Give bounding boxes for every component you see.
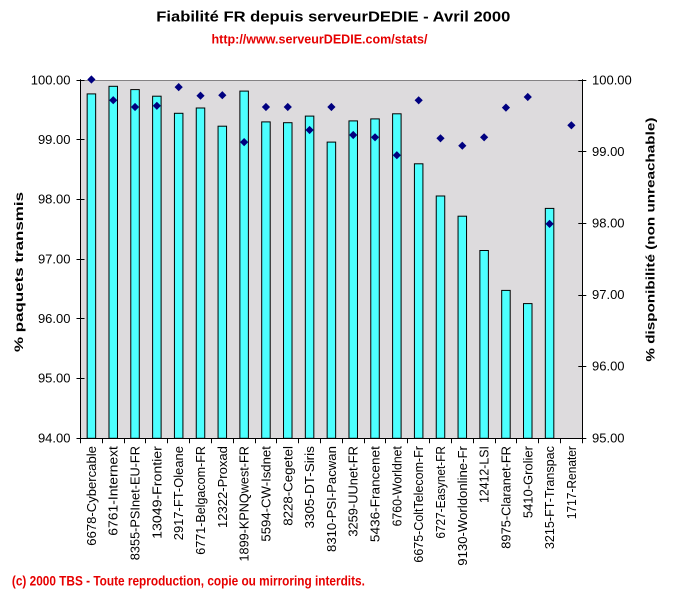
svg-text:95.00: 95.00 bbox=[592, 430, 625, 445]
svg-text:6727-Easynet-FR: 6727-Easynet-FR bbox=[433, 446, 448, 538]
svg-text:12322-Proxad: 12322-Proxad bbox=[215, 446, 230, 528]
svg-text:13049-Frontier: 13049-Frontier bbox=[149, 445, 164, 539]
svg-text:100.00: 100.00 bbox=[592, 72, 632, 87]
svg-text:96.00: 96.00 bbox=[38, 311, 71, 326]
svg-text:% paquets transmis: % paquets transmis bbox=[12, 192, 26, 352]
svg-text:6760-Worldnet: 6760-Worldnet bbox=[389, 446, 404, 527]
svg-text:5410-Grolier: 5410-Grolier bbox=[520, 445, 535, 518]
svg-text:1899-KPNQwest-FR: 1899-KPNQwest-FR bbox=[237, 446, 252, 561]
svg-text:12412-LSI: 12412-LSI bbox=[477, 446, 492, 503]
svg-text:95.00: 95.00 bbox=[38, 371, 71, 386]
svg-text:98.00: 98.00 bbox=[38, 192, 71, 207]
svg-text:2917-FT-Oleane: 2917-FT-Oleane bbox=[171, 446, 186, 540]
svg-text:3215-FT-Transpac: 3215-FT-Transpac bbox=[542, 446, 557, 549]
svg-text:6761-Internext: 6761-Internext bbox=[106, 446, 121, 536]
svg-text:94.00: 94.00 bbox=[38, 430, 71, 445]
svg-text:6678-Cybercable: 6678-Cybercable bbox=[84, 446, 99, 546]
svg-text:6675-ColtTelecom-Fr: 6675-ColtTelecom-Fr bbox=[411, 445, 426, 562]
svg-text:(c) 2000 TBS - Toute reproduct: (c) 2000 TBS - Toute reproduction, copie… bbox=[12, 573, 365, 589]
svg-text:8355-PSInet-EU-FR: 8355-PSInet-EU-FR bbox=[128, 446, 143, 560]
svg-text:96.00: 96.00 bbox=[592, 359, 625, 374]
svg-text:5436-Francenet: 5436-Francenet bbox=[368, 446, 383, 542]
svg-text:8310-PSI-Pacwan: 8310-PSI-Pacwan bbox=[324, 446, 339, 552]
svg-text:Fiabilité FR depuis serveurDED: Fiabilité FR depuis serveurDEDIE - Avril… bbox=[156, 9, 510, 26]
svg-text:97.00: 97.00 bbox=[592, 287, 625, 302]
svg-text:8975-Claranet-FR: 8975-Claranet-FR bbox=[498, 446, 513, 549]
svg-text:99.00: 99.00 bbox=[38, 132, 71, 147]
svg-text:97.00: 97.00 bbox=[38, 251, 71, 266]
svg-text:1717-Renater: 1717-Renater bbox=[564, 445, 579, 519]
svg-text:3305-DT-Siris: 3305-DT-Siris bbox=[302, 446, 317, 529]
svg-text:http://www.serveurDEDIE.com/st: http://www.serveurDEDIE.com/stats/ bbox=[212, 32, 428, 47]
svg-text:5594-CW-Isdnet: 5594-CW-Isdnet bbox=[258, 446, 273, 542]
svg-text:9130-Worldonline-Fr: 9130-Worldonline-Fr bbox=[455, 445, 470, 565]
svg-text:3259-UUnet-FR: 3259-UUnet-FR bbox=[346, 446, 361, 536]
svg-text:8228-Cegetel: 8228-Cegetel bbox=[280, 446, 295, 526]
svg-text:100.00: 100.00 bbox=[31, 72, 71, 87]
svg-text:% disponibilité (non unreachab: % disponibilité (non unreachable) bbox=[644, 118, 658, 362]
svg-text:99.00: 99.00 bbox=[592, 144, 625, 159]
svg-text:98.00: 98.00 bbox=[592, 216, 625, 231]
svg-text:6771-Belgacom-FR: 6771-Belgacom-FR bbox=[193, 446, 208, 555]
